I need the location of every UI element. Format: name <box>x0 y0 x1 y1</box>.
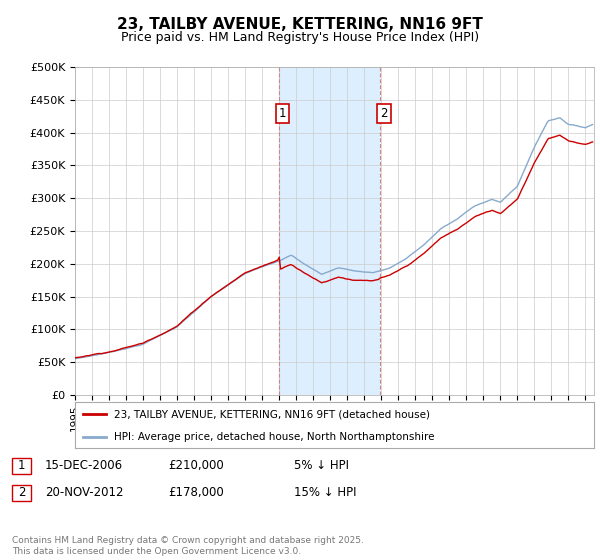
Text: £178,000: £178,000 <box>168 486 224 500</box>
Text: Price paid vs. HM Land Registry's House Price Index (HPI): Price paid vs. HM Land Registry's House … <box>121 31 479 44</box>
Text: 5% ↓ HPI: 5% ↓ HPI <box>294 459 349 473</box>
Text: HPI: Average price, detached house, North Northamptonshire: HPI: Average price, detached house, Nort… <box>114 432 434 442</box>
Text: 1: 1 <box>18 459 25 473</box>
Bar <box>278 67 380 395</box>
Text: 2: 2 <box>380 106 388 120</box>
Text: 23, TAILBY AVENUE, KETTERING, NN16 9FT: 23, TAILBY AVENUE, KETTERING, NN16 9FT <box>117 17 483 32</box>
Text: 20-NOV-2012: 20-NOV-2012 <box>45 486 124 500</box>
Text: 15% ↓ HPI: 15% ↓ HPI <box>294 486 356 500</box>
Text: £210,000: £210,000 <box>168 459 224 473</box>
Text: Contains HM Land Registry data © Crown copyright and database right 2025.
This d: Contains HM Land Registry data © Crown c… <box>12 536 364 556</box>
Text: 1: 1 <box>279 106 287 120</box>
Text: 2: 2 <box>18 486 25 500</box>
Text: 23, TAILBY AVENUE, KETTERING, NN16 9FT (detached house): 23, TAILBY AVENUE, KETTERING, NN16 9FT (… <box>114 409 430 419</box>
Text: 15-DEC-2006: 15-DEC-2006 <box>45 459 123 473</box>
